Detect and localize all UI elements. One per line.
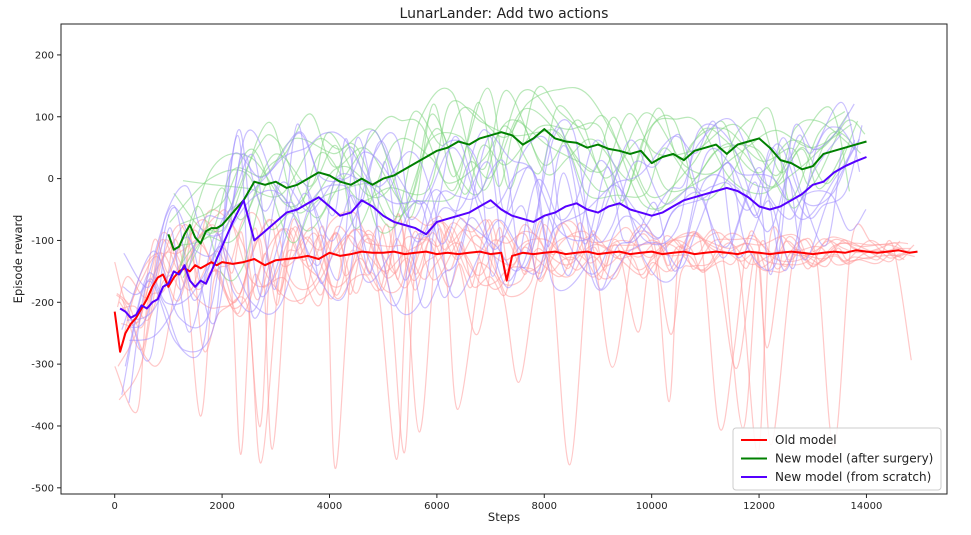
run-line <box>122 135 860 315</box>
series-line <box>113 249 918 353</box>
run-line <box>116 210 915 428</box>
legend-label: Old model <box>775 433 837 447</box>
x-tick-label: 4000 <box>317 501 342 512</box>
run-line <box>180 107 846 244</box>
run-line <box>121 133 842 330</box>
y-tick-label: -400 <box>31 421 54 432</box>
legend-label: New model (from scratch) <box>775 470 931 484</box>
y-tick-label: -500 <box>31 483 54 494</box>
plot-frame <box>60 23 948 495</box>
x-tick-label: 6000 <box>424 501 449 512</box>
x-tick-label: 14000 <box>851 501 883 512</box>
legend: Old model New model (after surgery) New mo… <box>732 427 942 491</box>
run-line <box>173 104 850 234</box>
x-tick-label: 8000 <box>532 501 557 512</box>
y-tick-label: 100 <box>35 112 54 123</box>
individual-run-lines <box>114 85 915 469</box>
run-line <box>127 103 855 329</box>
run-line <box>128 117 867 403</box>
run-line <box>124 126 856 367</box>
y-tick-label: -200 <box>31 298 54 309</box>
legend-label: New model (after surgery) <box>775 452 933 466</box>
axis-ticks: 0 2000 4000 6000 8000 10000 12000 14000-500-400… <box>31 50 882 512</box>
run-line <box>116 211 905 466</box>
plot-axes <box>60 23 948 495</box>
series-line <box>119 156 867 319</box>
mean-series-lines <box>113 128 918 353</box>
x-tick-label: 0 <box>112 501 118 512</box>
run-line <box>123 132 856 288</box>
run-line <box>121 209 909 327</box>
run-line <box>126 129 858 325</box>
y-tick-label: 0 <box>48 174 54 185</box>
chart-title: LunarLander: Add two actions <box>400 6 609 22</box>
run-line <box>179 107 862 266</box>
x-tick-label: 2000 <box>209 501 234 512</box>
x-tick-label: 12000 <box>743 501 775 512</box>
y-tick-label: 200 <box>35 50 54 61</box>
y-tick-label: -100 <box>31 236 54 247</box>
run-line <box>121 215 915 454</box>
x-axis-title: Steps <box>488 510 520 524</box>
run-line <box>130 120 843 362</box>
series-line <box>167 128 867 251</box>
legend-box <box>732 427 942 491</box>
run-line <box>119 223 905 448</box>
y-axis-title: Episode reward <box>11 215 25 304</box>
y-tick-label: -300 <box>31 360 54 371</box>
x-tick-label: 10000 <box>636 501 668 512</box>
